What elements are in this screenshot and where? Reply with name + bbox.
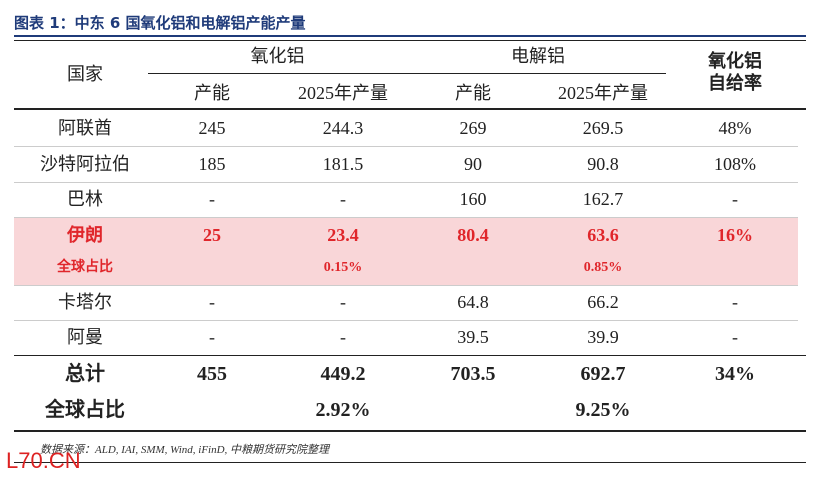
header-cell: 氧化铝 — [250, 46, 305, 66]
table-cell: 455 — [197, 363, 227, 385]
table-cell: 269.5 — [582, 118, 624, 138]
row-label: 阿联酋 — [58, 118, 112, 138]
highlight-row — [14, 218, 798, 285]
table-cell: - — [340, 189, 346, 209]
table-cell: 48% — [718, 118, 752, 138]
table-cell: 160 — [459, 189, 487, 209]
table-cell: 0.15% — [323, 260, 363, 275]
header-cell: 产能 — [194, 83, 230, 103]
table-cell: 23.4 — [327, 225, 359, 245]
header-cell: 氧化铝自给率 — [708, 51, 762, 93]
table-cell: 703.5 — [450, 363, 496, 385]
row-label: 巴林 — [67, 189, 103, 209]
row-rule — [14, 146, 798, 147]
table-cell: - — [340, 292, 346, 312]
header-top-rule — [14, 40, 806, 41]
table-cell: 449.2 — [320, 363, 366, 385]
header-bottom-rule — [14, 108, 806, 110]
table-cell: 2.92% — [315, 399, 371, 421]
table-cell: - — [732, 327, 738, 347]
row-rule — [14, 217, 798, 218]
table-cell: 108% — [714, 154, 756, 174]
watermark: L70.CN — [6, 448, 81, 473]
table-cell: 692.7 — [580, 363, 626, 385]
table-cell: 66.2 — [587, 292, 619, 312]
table-cell: 90 — [464, 154, 482, 174]
total-rule — [14, 355, 806, 356]
row-label: 全球占比 — [45, 399, 125, 421]
row-rule — [14, 182, 798, 183]
table-cell: - — [732, 292, 738, 312]
table-cell: 269 — [459, 118, 487, 138]
row-label: 伊朗 — [67, 225, 103, 245]
table-cell: 244.3 — [322, 118, 364, 138]
table-cell: - — [209, 189, 215, 209]
title: 图表 1：中东 6 国氧化铝和电解铝产能产量 — [14, 14, 306, 32]
source: 数据来源：ALD, IAI, SMM, Wind, iFinD, 中粮期货研究院… — [40, 444, 330, 456]
table-cell: 0.85% — [583, 260, 623, 275]
table-cell: - — [209, 327, 215, 347]
table-cell: 245 — [198, 118, 226, 138]
title-rule — [14, 35, 806, 37]
table-cell: 162.7 — [582, 189, 624, 209]
row-rule — [14, 285, 798, 286]
row-label: 总计 — [65, 363, 105, 385]
row-label: 沙特阿拉伯 — [40, 154, 130, 174]
group-rule — [148, 73, 666, 74]
table-cell: 39.5 — [457, 327, 489, 347]
row-label: 阿曼 — [67, 327, 103, 347]
table-cell: 185 — [198, 154, 226, 174]
table-cell: 9.25% — [575, 399, 631, 421]
table-cell: 34% — [715, 363, 755, 385]
row-label: 卡塔尔 — [58, 292, 112, 312]
table-cell: 181.5 — [322, 154, 364, 174]
table-cell: 25 — [203, 225, 221, 245]
bottom-rule — [14, 430, 806, 432]
table-cell: - — [209, 292, 215, 312]
header-cell: 2025年产量 — [298, 83, 388, 103]
header-cell: 电解铝 — [511, 46, 565, 66]
table-cell: 16% — [717, 225, 753, 245]
table-cell: 39.9 — [587, 327, 619, 347]
table-cell: 63.6 — [587, 225, 619, 245]
header-cell: 产能 — [455, 83, 491, 103]
table-cell: - — [732, 189, 738, 209]
table-cell: 80.4 — [457, 225, 489, 245]
header-cell: 2025年产量 — [558, 83, 648, 103]
table-cell: - — [340, 327, 346, 347]
row-rule — [14, 320, 798, 321]
table-cell: 64.8 — [457, 292, 489, 312]
table-cell: 90.8 — [587, 154, 619, 174]
footer-rule — [14, 462, 806, 463]
header-cell: 国家 — [67, 64, 103, 84]
row-label: 全球占比 — [57, 260, 113, 275]
